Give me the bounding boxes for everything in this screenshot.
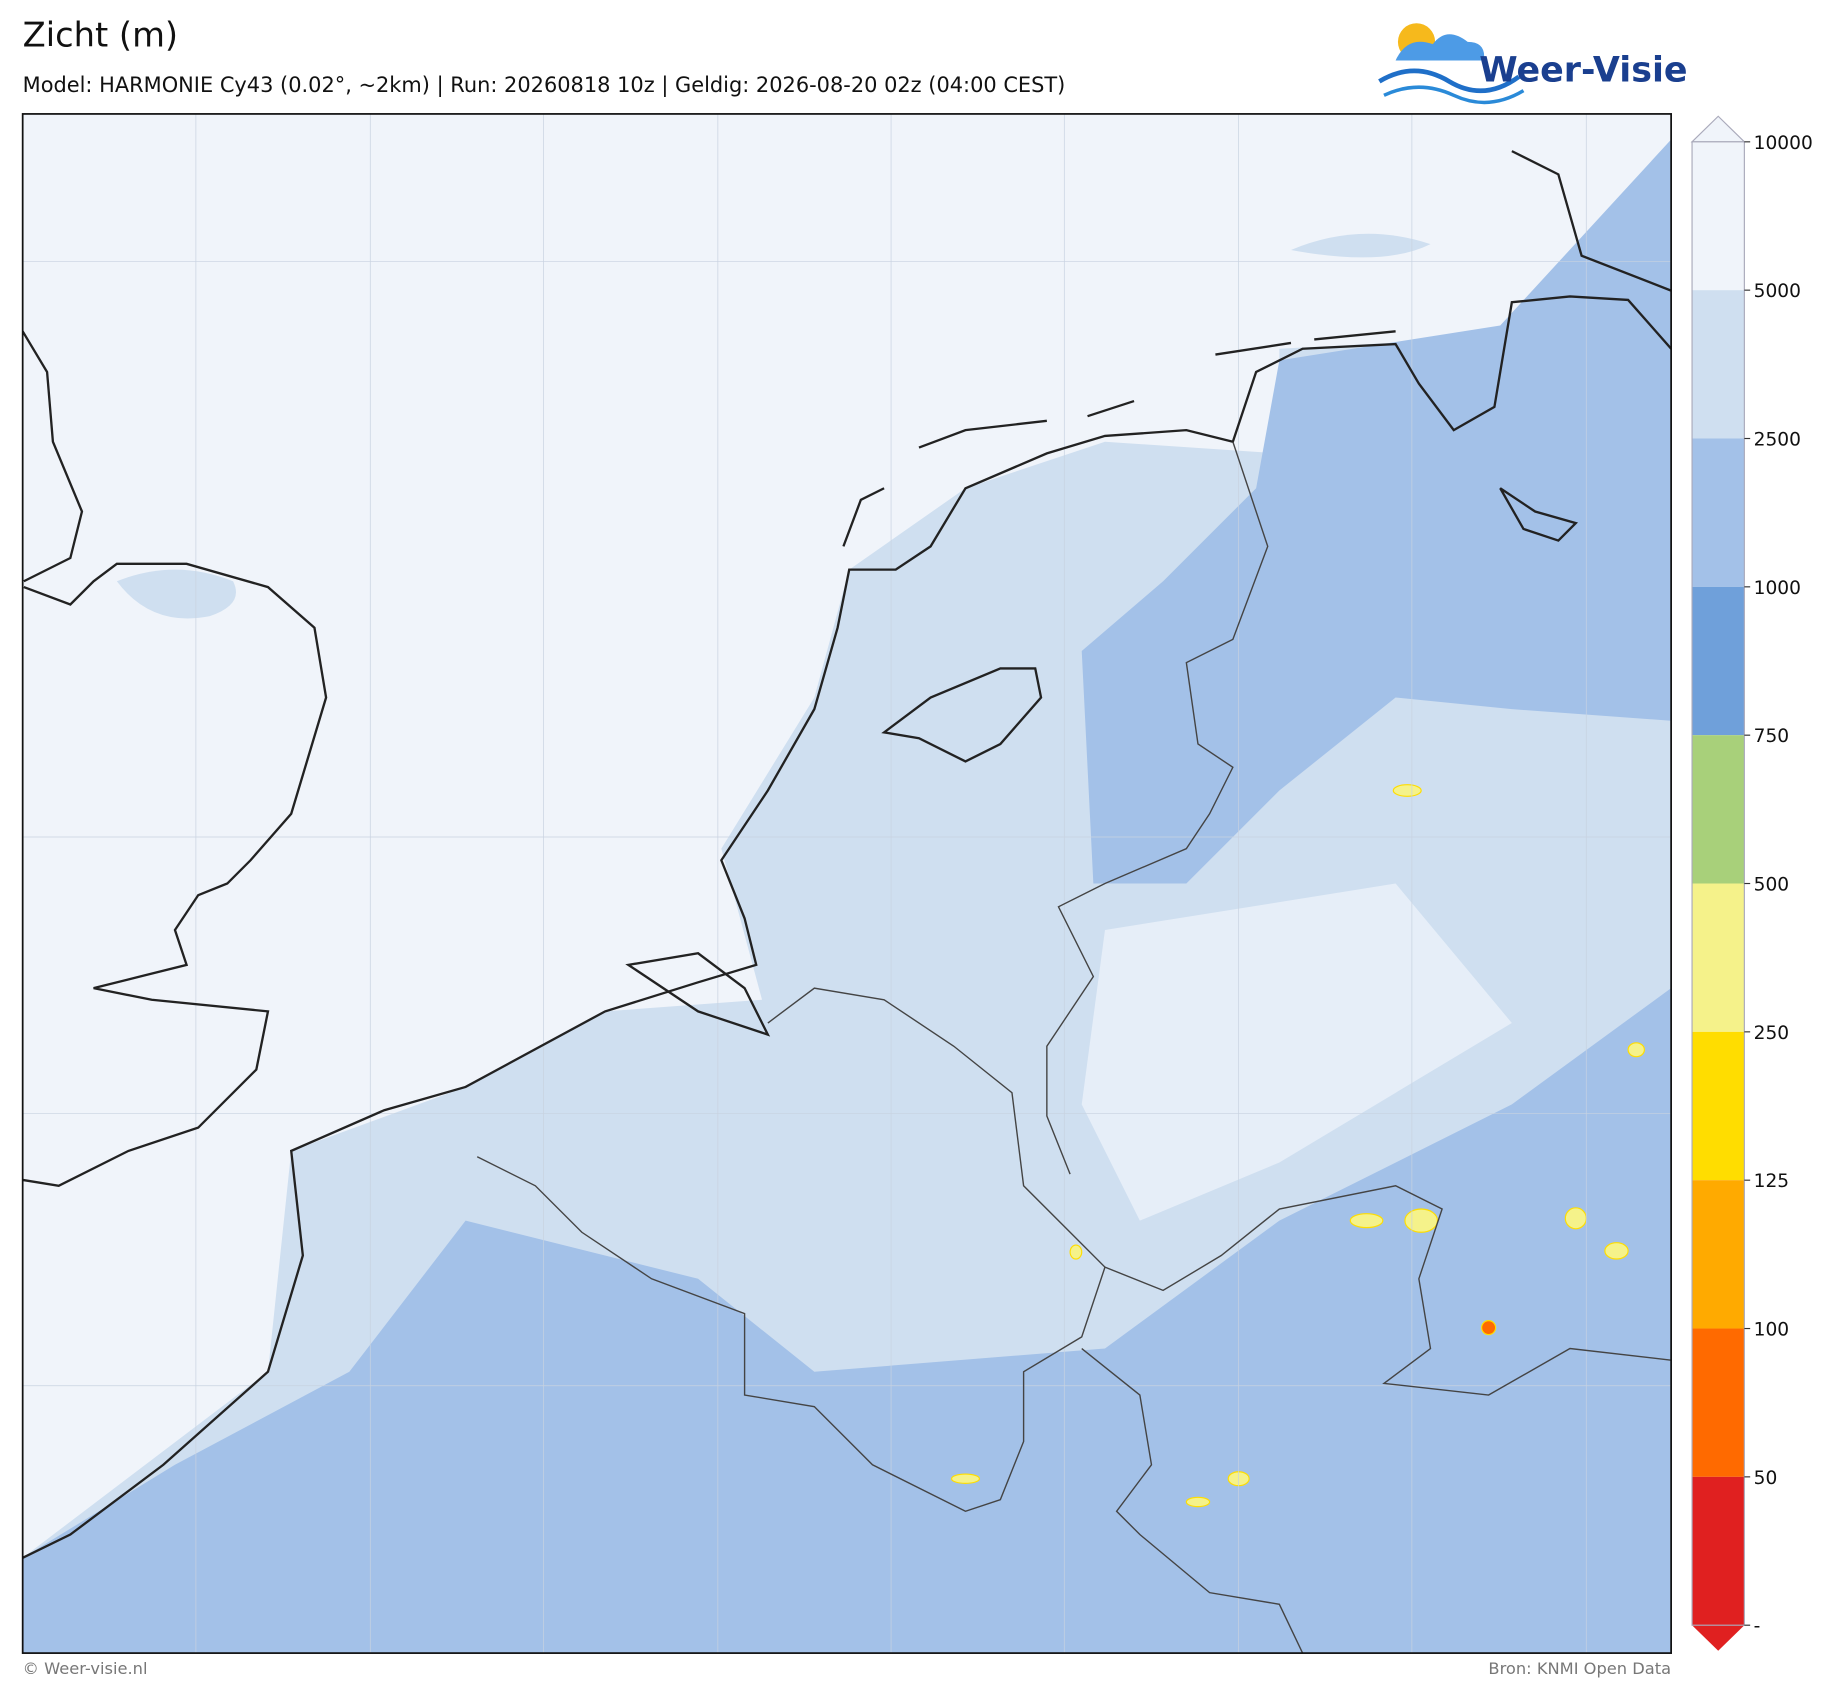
- colorbar-tick-label: 1000: [1754, 578, 1801, 599]
- subtitle: Model: HARMONIE Cy43 (0.02°, ~2km) | Run…: [23, 73, 1066, 98]
- colorbar-segment: [1692, 1328, 1745, 1477]
- colorbar-segment: [1692, 141, 1745, 291]
- logo: Weer-Visie: [1378, 23, 1688, 105]
- colorbar-tick-label: 10000: [1754, 133, 1813, 154]
- logo-wave: [1383, 85, 1525, 105]
- footer-left: © Weer-visie.nl: [23, 1659, 148, 1678]
- colorbar-segment: [1692, 1031, 1745, 1181]
- logo-wave: [1378, 68, 1521, 94]
- colorbar-tick-label: 5000: [1754, 281, 1801, 302]
- colorbar-segment: [1692, 1180, 1745, 1329]
- logo-cloud: [1395, 34, 1485, 61]
- coastline: [22, 150, 1672, 1559]
- colorbar-tick-label: 250: [1754, 1023, 1790, 1044]
- visibility-area: [1081, 883, 1512, 1221]
- borders: [476, 441, 1672, 1654]
- visibility-area: [1081, 139, 1672, 884]
- colorbar-tick-label: 750: [1754, 726, 1790, 747]
- logo-text: Weer-Visie: [1479, 50, 1687, 90]
- map-layer: [22, 113, 1672, 1654]
- colorbar-tick-label: 500: [1754, 874, 1790, 895]
- colorbar-segment: [1692, 438, 1745, 587]
- visibility-area: [116, 569, 236, 619]
- colorbar-segment: [1692, 735, 1745, 884]
- title: Zicht (m): [23, 16, 178, 55]
- colorbar-extension-bottom: [1692, 1625, 1745, 1651]
- map-frame: [21, 113, 1672, 1654]
- colorbar-segment: [1692, 290, 1745, 439]
- colorbar-segment: [1692, 883, 1745, 1032]
- colorbar-tick-label: 100: [1754, 1320, 1790, 1341]
- visibility-area: [1290, 233, 1431, 258]
- colorbar-segment: [1692, 586, 1745, 736]
- colorbar-tick-label: 2500: [1754, 429, 1801, 450]
- footer-right: Bron: KNMI Open Data: [1488, 1659, 1671, 1678]
- low-visibility-spots: [950, 784, 1645, 1508]
- colorbar-extension-top: [1690, 115, 1746, 143]
- colorbar: 10000 5000 2500 1000 750 500 250 125 100 50 -: [1690, 115, 1813, 1651]
- colorbar-tick-label: -: [1754, 1616, 1761, 1637]
- colorbar-tick-label: 125: [1754, 1171, 1790, 1192]
- colorbar-segment: [1692, 1476, 1745, 1626]
- visibility-area: [22, 988, 1672, 1654]
- colorbar-tick-label: 50: [1754, 1468, 1778, 1489]
